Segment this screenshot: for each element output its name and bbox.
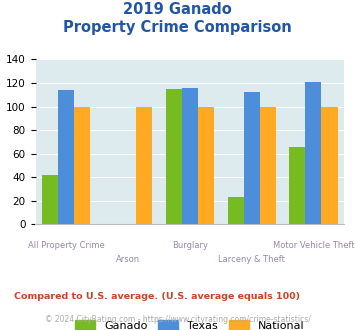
Bar xyxy=(198,107,214,224)
Text: Burglary: Burglary xyxy=(172,241,208,250)
Text: Arson: Arson xyxy=(116,255,140,264)
Text: Compared to U.S. average. (U.S. average equals 100): Compared to U.S. average. (U.S. average … xyxy=(14,292,300,301)
Text: 2019 Ganado: 2019 Ganado xyxy=(123,2,232,16)
Bar xyxy=(289,147,305,224)
Bar xyxy=(75,107,91,224)
Text: Larceny & Theft: Larceny & Theft xyxy=(218,255,285,264)
Text: Motor Vehicle Theft: Motor Vehicle Theft xyxy=(273,241,354,250)
Text: All Property Crime: All Property Crime xyxy=(28,241,105,250)
Bar xyxy=(166,89,182,224)
Bar xyxy=(136,107,152,224)
Bar xyxy=(305,82,322,224)
Bar xyxy=(182,88,198,224)
Bar xyxy=(58,90,75,224)
Legend: Ganado, Texas, National: Ganado, Texas, National xyxy=(71,316,309,330)
Bar xyxy=(228,197,244,224)
Text: Property Crime Comparison: Property Crime Comparison xyxy=(63,20,292,35)
Bar xyxy=(322,107,338,224)
Bar xyxy=(42,175,58,224)
Text: © 2024 CityRating.com - https://www.cityrating.com/crime-statistics/: © 2024 CityRating.com - https://www.city… xyxy=(45,315,310,324)
Bar xyxy=(260,107,276,224)
Bar xyxy=(244,92,260,224)
